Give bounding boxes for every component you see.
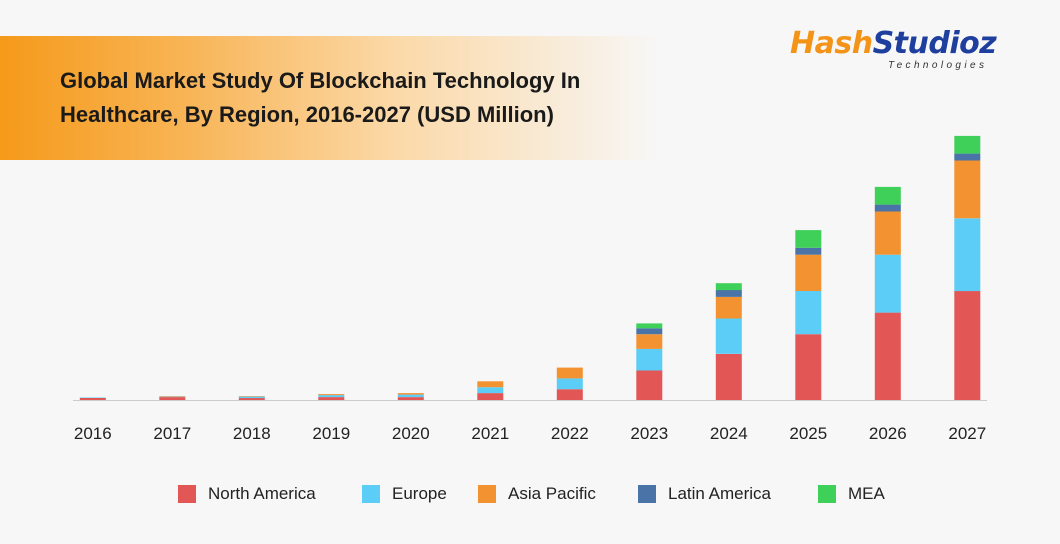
bar-2022-europe (556, 378, 583, 390)
chart-title-line-2: Healthcare, By Region, 2016-2027 (USD Mi… (60, 102, 554, 127)
bar-2025-asia-pacific (795, 254, 822, 291)
x-tick-label-2018: 2018 (233, 424, 271, 443)
bar-2026-north-america (874, 312, 901, 400)
bar-2019-asia-pacific (318, 394, 345, 396)
bar-2019-europe (318, 395, 345, 398)
bar-2024-north-america (715, 353, 742, 400)
bar-2022-asia-pacific (556, 367, 583, 379)
legend-label: Latin America (668, 484, 771, 503)
bar-2017-north-america (159, 397, 186, 400)
x-tick-label-2016: 2016 (74, 424, 112, 443)
x-tick-label-2020: 2020 (392, 424, 430, 443)
bar-2021-north-america (477, 393, 504, 400)
legend-label: Europe (392, 484, 447, 503)
bar-2019-north-america (318, 397, 345, 400)
logo-wordmark: HashStudioz (790, 26, 997, 61)
legend-item-north-america: North America (178, 480, 316, 508)
bar-2017-asia-pacific (159, 396, 186, 397)
bar-2018-north-america (238, 398, 265, 400)
bar-2025-europe (795, 291, 822, 335)
x-axis-tick-labels: 2016 2017 2018 2019 2020 2021 2022 2023 2024 2025… (74, 424, 986, 443)
logo-word-hash: Hash (790, 26, 873, 61)
stacked-bar-chart: 2016 2017 2018 2019 2020 2021 2022 2023 2024 2025… (73, 135, 987, 443)
bar-2021-europe (477, 387, 504, 394)
bar-2023-mea (636, 323, 663, 329)
bar-2017-europe (159, 396, 186, 398)
bar-2020-north-america (397, 397, 424, 400)
x-tick-label-2019: 2019 (312, 424, 350, 443)
legend-label: Asia Pacific (508, 484, 596, 503)
bar-2025-north-america (795, 334, 822, 400)
x-tick-label-2027: 2027 (948, 424, 986, 443)
x-tick-label-2025: 2025 (789, 424, 827, 443)
legend-swatch (478, 485, 496, 503)
bar-2027-latin-america (954, 153, 981, 161)
bar-2026-europe (874, 254, 901, 313)
bar-2016-europe (79, 397, 106, 398)
x-tick-label-2024: 2024 (710, 424, 748, 443)
bar-2023-north-america (636, 370, 663, 400)
bar-2024-mea (715, 283, 742, 291)
chart-title-line-1: Global Market Study Of Blockchain Techno… (60, 68, 581, 93)
bar-2026-mea (874, 186, 901, 205)
bar-group (79, 135, 981, 400)
bar-2021-asia-pacific (477, 381, 504, 388)
bar-2025-latin-america (795, 247, 822, 255)
legend-item-europe: Europe (362, 480, 447, 508)
legend-label: North America (208, 484, 316, 503)
bar-2023-europe (636, 348, 663, 371)
x-tick-label-2017: 2017 (153, 424, 191, 443)
legend-swatch (362, 485, 380, 503)
bar-2027-europe (954, 218, 981, 292)
x-tick-label-2023: 2023 (630, 424, 668, 443)
bar-2020-europe (397, 394, 424, 398)
bar-2023-latin-america (636, 328, 663, 335)
x-tick-label-2021: 2021 (471, 424, 509, 443)
bar-2026-asia-pacific (874, 211, 901, 255)
bar-2023-asia-pacific (636, 334, 663, 349)
bar-2026-latin-america (874, 204, 901, 212)
legend-swatch (178, 485, 196, 503)
hashstudioz-logo: HashStudioz Technologies (790, 26, 1020, 76)
bar-2022-north-america (556, 389, 583, 400)
x-tick-label-2026: 2026 (869, 424, 907, 443)
bar-2027-north-america (954, 291, 981, 400)
bar-2018-asia-pacific (238, 396, 265, 397)
bar-2027-asia-pacific (954, 160, 981, 219)
bar-2024-latin-america (715, 290, 742, 297)
bar-2024-europe (715, 318, 742, 354)
bar-2018-europe (238, 396, 265, 399)
legend-item-mea: MEA (818, 480, 885, 508)
bar-2025-mea (795, 230, 822, 248)
x-tick-label-2022: 2022 (551, 424, 589, 443)
legend-item-asia-pacific: Asia Pacific (478, 480, 596, 508)
bar-2016-north-america (79, 398, 106, 400)
chart-title: Global Market Study Of Blockchain Techno… (60, 64, 660, 132)
logo-word-studioz: Studioz (872, 26, 997, 61)
logo-subtitle: Technologies (888, 60, 988, 71)
bar-2027-mea (954, 135, 981, 154)
title-banner (0, 36, 660, 160)
legend-swatch (638, 485, 656, 503)
chart-legend: North America Europe Asia Pacific Latin Ame… (0, 480, 1060, 508)
legend-swatch (818, 485, 836, 503)
legend-item-latin-america: Latin America (638, 480, 771, 508)
bar-2020-asia-pacific (397, 393, 424, 395)
bar-2024-asia-pacific (715, 296, 742, 319)
legend-label: MEA (848, 484, 885, 503)
